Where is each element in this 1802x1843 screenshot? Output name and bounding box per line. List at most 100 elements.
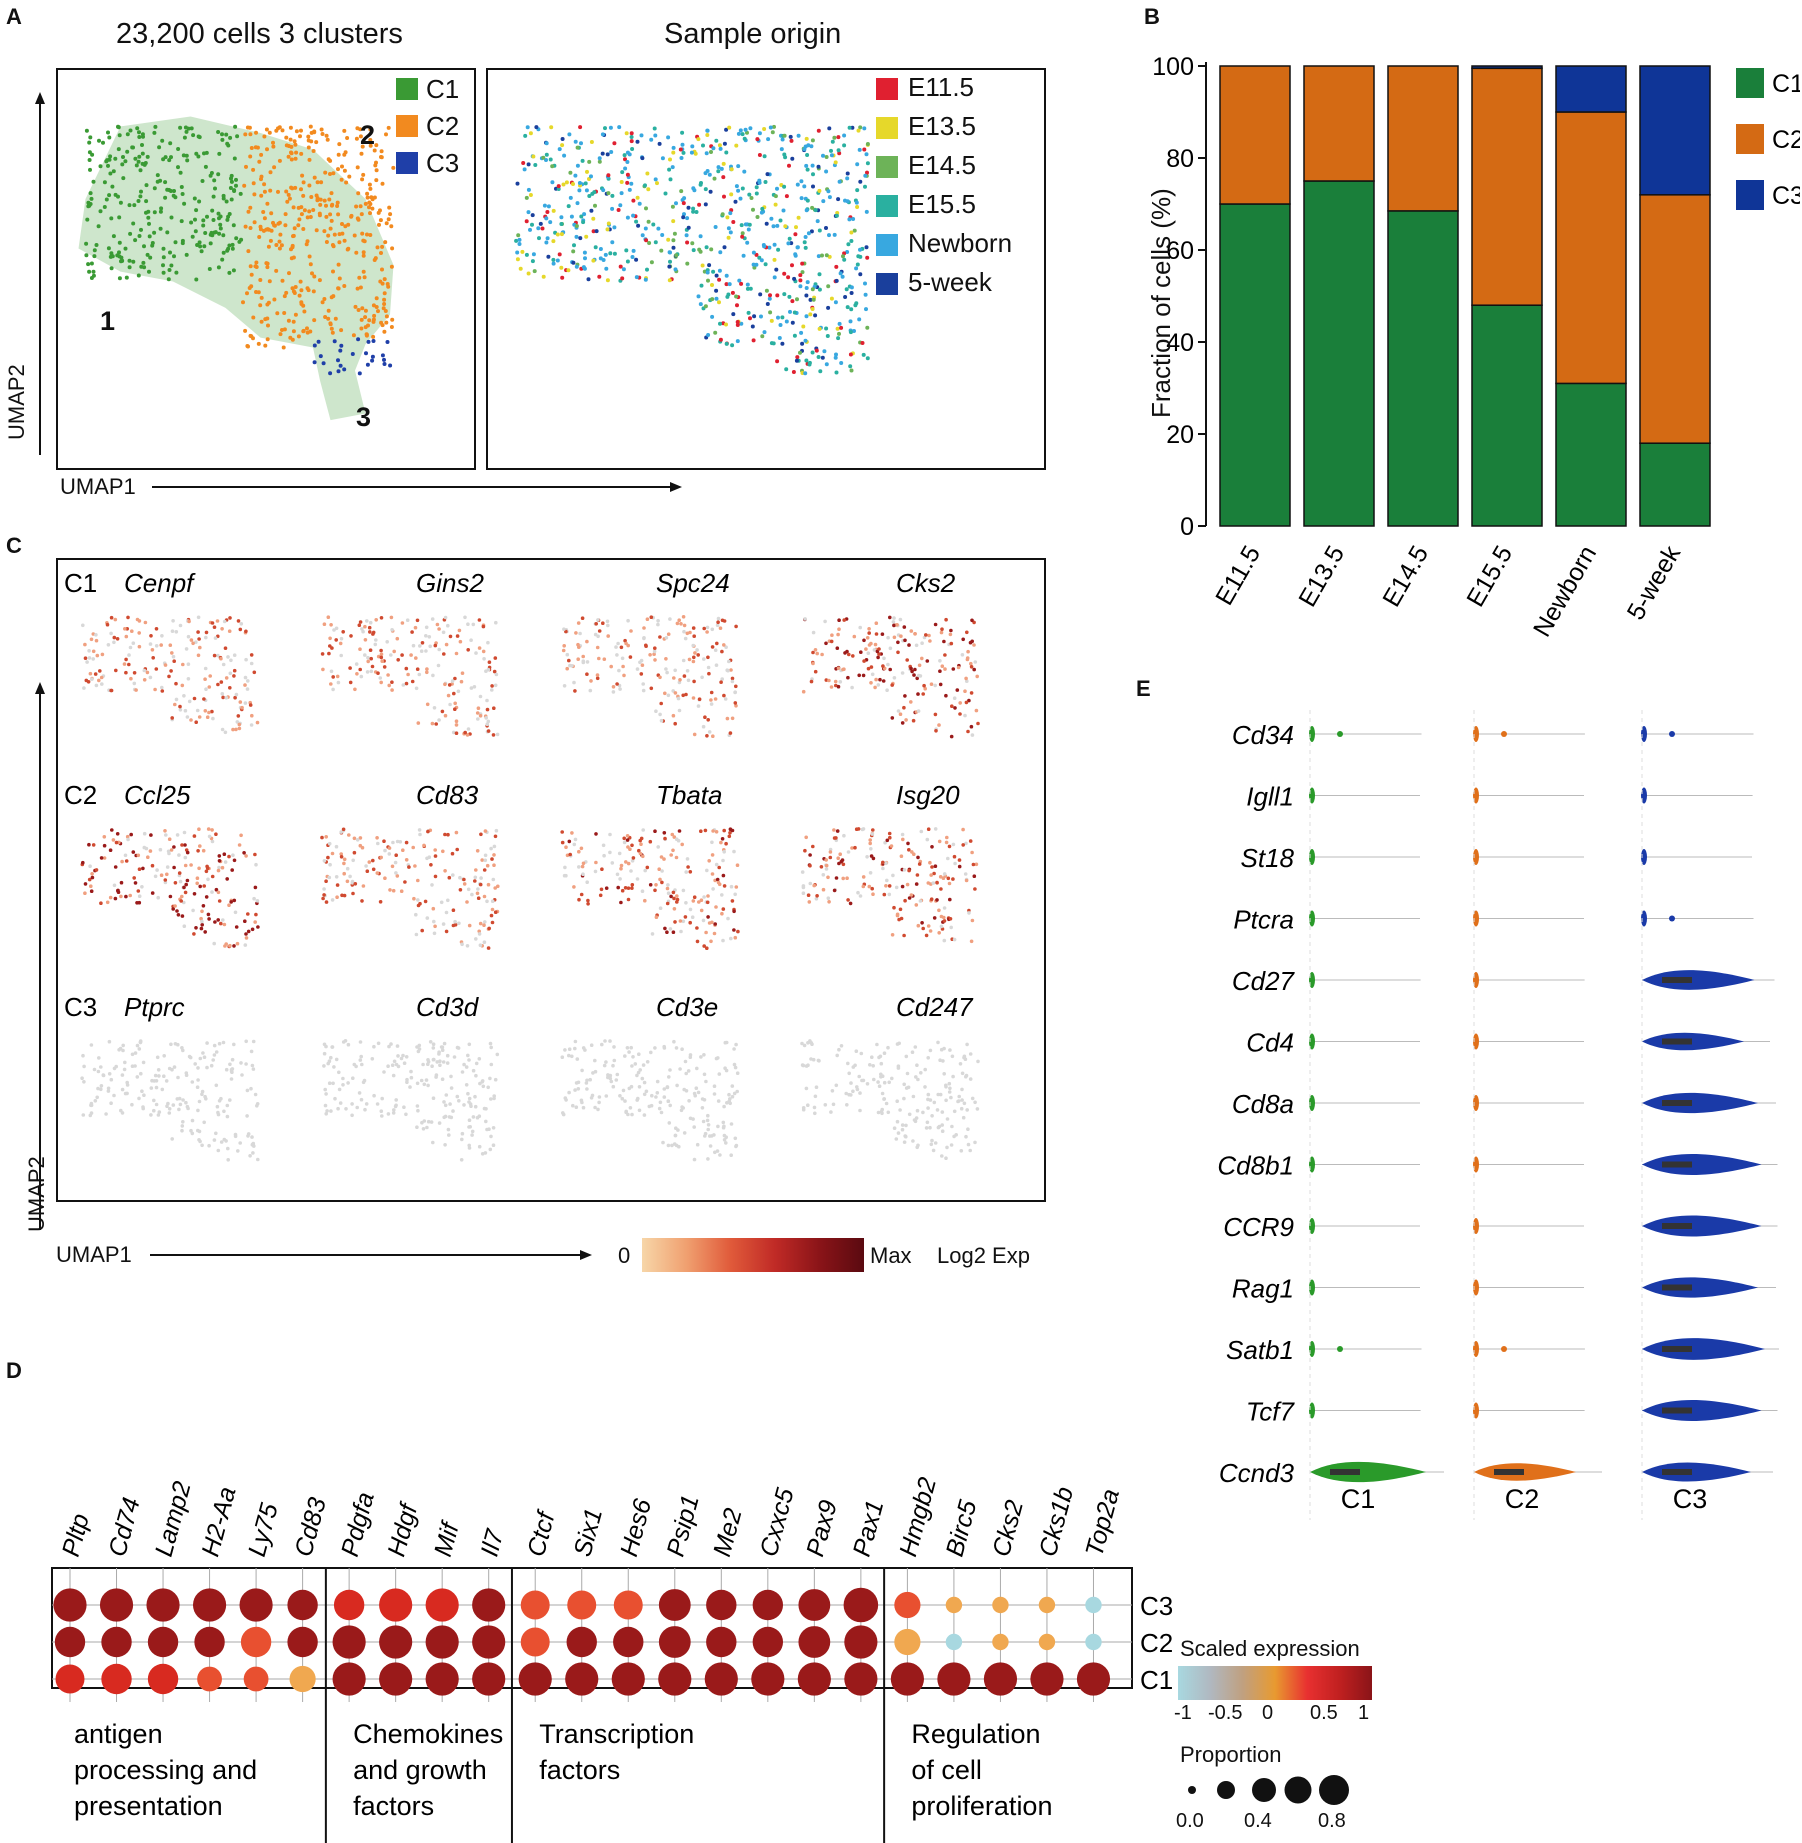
feature-point <box>692 634 696 638</box>
umap-point <box>384 320 389 325</box>
umap-point <box>691 206 696 211</box>
feature-point <box>600 1042 604 1047</box>
umap-point <box>858 179 863 184</box>
violin-shape <box>1642 1215 1762 1237</box>
feature-point <box>339 855 344 859</box>
feature-point <box>706 894 710 898</box>
umap-point <box>163 180 168 185</box>
feature-point <box>231 727 235 732</box>
feature-point <box>947 1081 952 1086</box>
feature-point <box>204 895 209 899</box>
umap-point <box>709 150 713 154</box>
feature-point <box>950 1124 954 1129</box>
feature-point <box>387 1044 391 1049</box>
feature-point <box>478 714 483 718</box>
umap-point <box>324 203 328 208</box>
umap-point <box>305 286 310 291</box>
feature-point <box>403 880 407 884</box>
feature-point <box>365 670 370 674</box>
dotplot-dot <box>243 1666 269 1692</box>
feature-point <box>677 829 682 833</box>
feature-point <box>614 645 618 649</box>
feature-point <box>916 1143 920 1148</box>
umap-point <box>286 318 291 323</box>
feature-point <box>727 659 731 664</box>
feature-point <box>619 645 624 650</box>
feature-point <box>462 1062 466 1067</box>
umap-point <box>740 234 745 239</box>
umap-point <box>169 215 174 220</box>
dotplot-dot <box>55 1664 85 1694</box>
feature-point <box>635 877 640 881</box>
feature-point <box>730 679 735 684</box>
feature-point <box>692 1125 696 1129</box>
umap-point <box>739 223 744 228</box>
feature-point <box>150 1078 154 1083</box>
feature-point <box>416 898 420 902</box>
feature-point <box>909 893 914 897</box>
umap-point <box>559 215 564 220</box>
umap-point <box>612 251 617 256</box>
umap-point <box>822 349 827 354</box>
feature-point <box>685 857 690 861</box>
feature-point <box>660 880 664 885</box>
umap-point <box>850 125 855 130</box>
feature-point <box>330 898 335 902</box>
legend-label-e115: E11.5 <box>908 72 975 102</box>
umap-point <box>107 157 112 162</box>
feature-point <box>709 939 713 944</box>
umap-point <box>91 179 96 184</box>
feature-point <box>149 1086 154 1090</box>
feature-point <box>488 1041 493 1046</box>
feature-point <box>649 686 654 691</box>
umap-point <box>199 249 204 254</box>
feature-point <box>141 1106 145 1111</box>
umap-point <box>88 202 93 206</box>
feature-point <box>421 1062 425 1067</box>
feature-point <box>709 1134 714 1138</box>
feature-point <box>724 645 728 649</box>
umap-point <box>620 170 625 175</box>
umap-point <box>254 130 258 135</box>
umap-point <box>277 246 282 251</box>
umap-point <box>608 125 613 130</box>
dotplot-dot <box>611 1662 645 1696</box>
umap-point <box>265 265 270 270</box>
umap-point <box>308 329 313 334</box>
feature-point <box>921 1110 925 1115</box>
feature-point <box>694 1086 699 1090</box>
feature-point <box>232 674 236 678</box>
size-dot-1 <box>1188 1786 1196 1794</box>
feature-point <box>443 1143 447 1147</box>
feature-point <box>453 919 457 924</box>
feature-point <box>210 839 215 844</box>
feature-point <box>178 1102 183 1107</box>
feature-point <box>382 1070 386 1074</box>
umap-point <box>317 278 322 283</box>
umap-point <box>277 125 282 130</box>
feature-point <box>705 625 710 630</box>
umap-point <box>550 180 555 185</box>
feature-point <box>596 634 600 639</box>
feature-point <box>572 842 577 847</box>
umap-point <box>538 221 543 226</box>
umap-point <box>322 229 327 234</box>
feature-point <box>869 641 873 646</box>
feature-point <box>721 907 726 911</box>
umap-point <box>157 145 162 150</box>
violin-shape <box>1473 849 1479 865</box>
umap-point <box>133 238 138 243</box>
umap-point <box>368 233 373 237</box>
umap-point <box>776 315 780 320</box>
umap-point <box>360 306 365 311</box>
feature-point <box>459 679 464 684</box>
feature-point <box>187 1054 192 1059</box>
feature-point <box>720 618 725 623</box>
feature-point <box>488 1076 492 1081</box>
umap-point <box>717 277 722 282</box>
umap-point <box>579 141 583 146</box>
cluster-number-2: 2 <box>360 120 376 150</box>
feature-point <box>861 884 866 889</box>
violin-outlier <box>1669 731 1675 737</box>
feature-point <box>187 619 191 624</box>
